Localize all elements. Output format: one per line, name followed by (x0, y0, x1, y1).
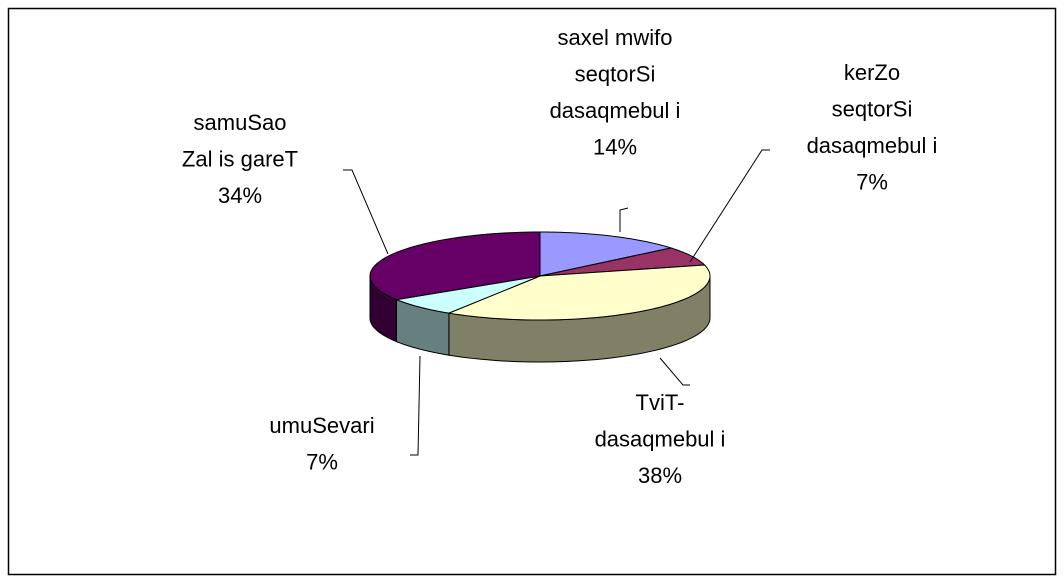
category-label-line: kerZo (844, 60, 900, 85)
value-label: 14% (593, 135, 637, 160)
slice-top (369, 231, 541, 301)
category-label-line: dasaqmebul i (550, 98, 681, 123)
leader-line (689, 149, 770, 263)
category-label: samuSao Zal is gareT (182, 110, 298, 172)
category-label-line: dasaqmebul i (595, 427, 726, 452)
category-label: saxel mwifo seqtorSi dasaqmebul i (550, 25, 681, 123)
category-label-line: samuSao (194, 110, 287, 135)
leader-line (619, 207, 629, 232)
leader-line (659, 357, 690, 386)
value-label: 34% (218, 183, 262, 208)
category-label-line: TviT- (636, 390, 685, 415)
value-label: 7% (856, 170, 888, 195)
category-label-line: seqtorSi (575, 62, 656, 87)
slice-top (539, 231, 673, 277)
slice-top (394, 275, 541, 314)
leader-line (410, 355, 421, 456)
category-label: kerZo seqtorSi dasaqmebul i (807, 60, 938, 158)
category-label-line: saxel mwifo (558, 25, 673, 50)
slice-top (539, 247, 706, 277)
slice-top (447, 264, 711, 321)
category-label-line: umuSevari (269, 413, 374, 438)
category-label-line: dasaqmebul i (807, 133, 938, 158)
value-label: 7% (306, 450, 338, 475)
category-label: TviT-dasaqmebul i (595, 390, 726, 452)
leader-line (343, 169, 389, 255)
value-label: 38% (638, 463, 682, 488)
category-label-line: seqtorSi (832, 97, 913, 122)
category-label-line: Zal is gareT (182, 147, 298, 172)
category-label: umuSevari (269, 413, 374, 438)
